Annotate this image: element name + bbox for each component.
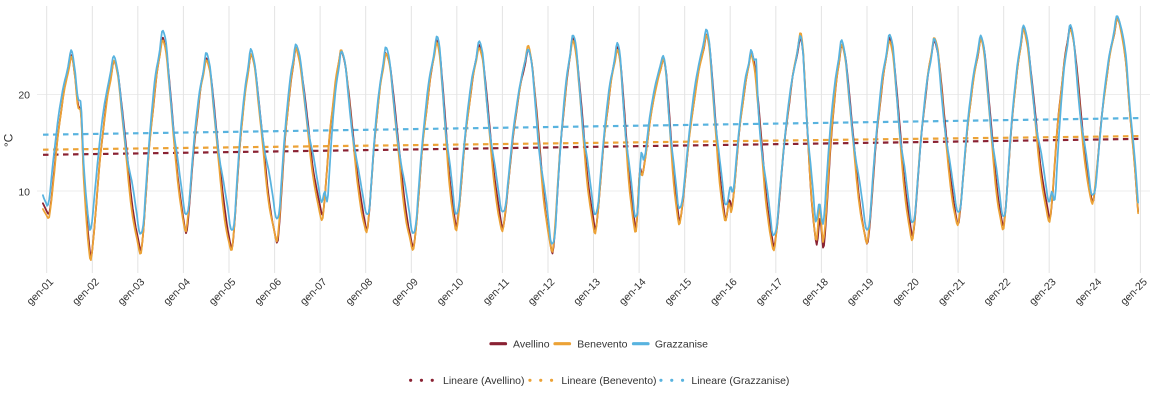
svg-text:10: 10 [18, 186, 30, 198]
svg-text:Lineare (Avellino): Lineare (Avellino) [443, 375, 525, 387]
svg-text:°C: °C [2, 133, 16, 147]
svg-text:20: 20 [18, 90, 30, 102]
svg-text:Lineare (Benevento): Lineare (Benevento) [561, 375, 656, 387]
svg-text:Avellino: Avellino [513, 339, 550, 351]
svg-text:Benevento: Benevento [577, 339, 627, 351]
svg-text:Lineare (Grazzanise): Lineare (Grazzanise) [691, 375, 789, 387]
svg-text:Grazzanise: Grazzanise [655, 339, 708, 351]
